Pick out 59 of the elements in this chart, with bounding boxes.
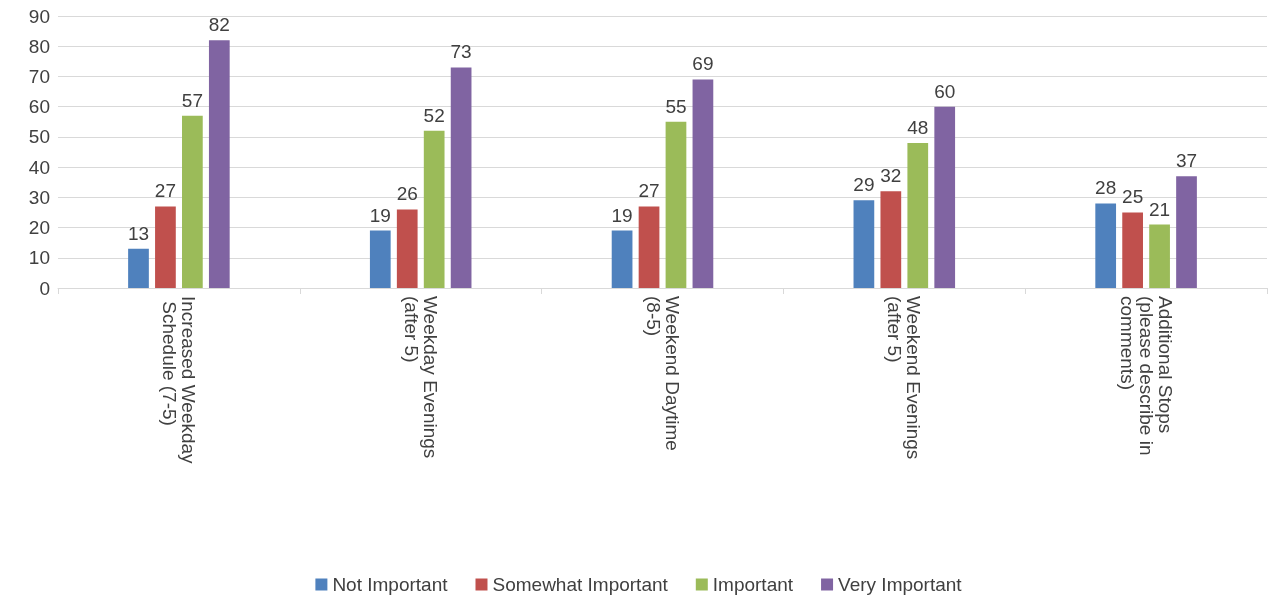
bar: [1149, 224, 1170, 288]
x-tick-label: Weekday Evenings (after 5): [400, 296, 441, 464]
x-tick-label: Weekend Evenings (after 5): [884, 296, 925, 465]
data-label: 37: [1175, 150, 1198, 172]
bar: [369, 230, 391, 288]
y-tick-label: 40: [28, 156, 50, 178]
y-tick-label: 10: [28, 247, 50, 269]
bar: [1122, 212, 1143, 288]
legend-label: Not Important: [332, 574, 449, 595]
legend-label: Somewhat Important: [492, 574, 669, 595]
data-label: 60: [934, 80, 956, 102]
bar: [638, 206, 660, 288]
data-label: 57: [181, 89, 203, 111]
data-label: 26: [396, 183, 418, 205]
bar: [692, 79, 714, 288]
y-tick-label: 60: [28, 96, 50, 118]
bar: [182, 115, 203, 288]
bar: [907, 142, 929, 288]
legend-label: Important: [712, 574, 794, 595]
y-tick-label: 70: [28, 65, 50, 87]
data-label: 73: [450, 41, 472, 63]
data-label: 19: [611, 204, 633, 226]
data-label: 48: [907, 116, 929, 138]
data-label: 29: [853, 174, 875, 196]
data-label: 27: [638, 180, 660, 202]
x-tick-label: Additional Stops (please describe in comments): [1116, 296, 1176, 461]
bar: [880, 191, 902, 288]
x-tick-label: Weekend Daytime (8-5): [642, 296, 683, 457]
data-label: 52: [423, 104, 445, 126]
data-label: 32: [880, 165, 902, 187]
bar: [396, 209, 418, 288]
legend-label: Very Important: [838, 574, 963, 595]
data-label: 13: [127, 222, 150, 244]
bar: [155, 206, 176, 288]
data-label: 55: [665, 95, 687, 117]
data-label: 25: [1122, 186, 1144, 208]
data-label: 19: [369, 204, 391, 226]
y-tick-label: 80: [28, 35, 50, 57]
data-label: 82: [208, 14, 230, 36]
bar: [450, 67, 472, 288]
data-label: 69: [692, 53, 714, 75]
y-tick-label: 50: [28, 126, 50, 148]
bar: [665, 121, 687, 288]
bar: [1095, 203, 1117, 288]
data-label: 28: [1095, 177, 1117, 199]
bar: [128, 248, 149, 288]
y-tick-label: 20: [28, 217, 50, 239]
bar: [934, 106, 956, 288]
bar: [611, 230, 633, 288]
bar: [208, 40, 230, 288]
bar: [853, 200, 875, 288]
y-tick-label: 0: [39, 277, 50, 299]
y-tick-label: 90: [28, 5, 50, 27]
y-tick-label: 30: [28, 186, 50, 208]
data-label: 27: [154, 180, 176, 202]
bar: [1176, 176, 1197, 288]
x-tick-label: Increased Weekday Schedule (7-5): [158, 296, 199, 465]
data-label: 21: [1149, 198, 1171, 220]
bar: [423, 130, 445, 288]
